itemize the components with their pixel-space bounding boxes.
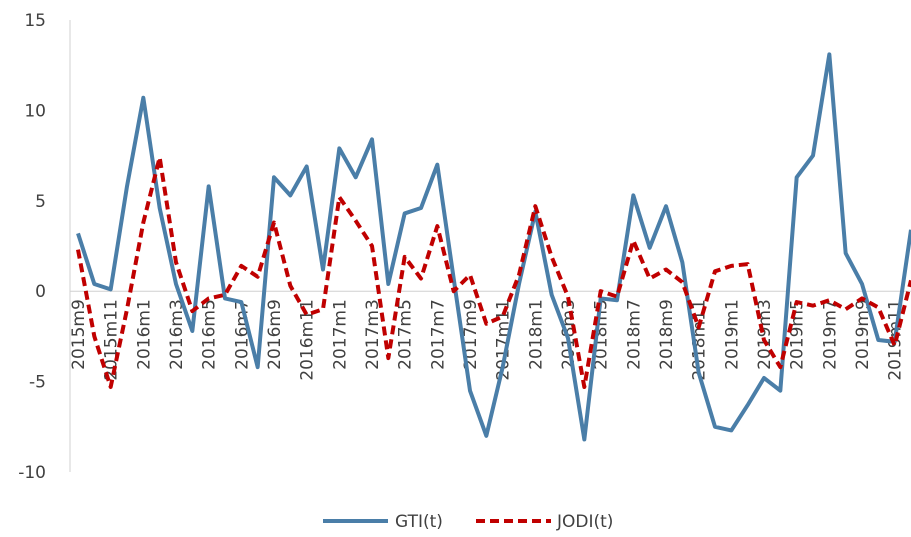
x-tick-label: 2018m9 bbox=[657, 299, 677, 370]
x-tick-label: 2019m5 bbox=[788, 299, 808, 370]
x-tick-label: 2018m7 bbox=[624, 299, 644, 370]
x-tick-label: 2016m1 bbox=[134, 299, 154, 370]
y-tick-label: 10 bbox=[24, 101, 46, 121]
x-tick-label: 2015m9 bbox=[69, 299, 89, 370]
x-tick-label: 2019m9 bbox=[853, 299, 873, 370]
x-tick-label: 2017m7 bbox=[428, 299, 448, 370]
y-tick-label: -10 bbox=[18, 463, 46, 483]
y-tick-label: -5 bbox=[29, 373, 46, 393]
x-tick-label: 2017m5 bbox=[396, 299, 416, 370]
x-tick-label: 2016m3 bbox=[167, 299, 187, 370]
y-tick-label: 5 bbox=[35, 192, 46, 212]
x-tick-label: 2017m1 bbox=[330, 299, 350, 370]
legend: GTI(t) JODI(t) bbox=[323, 512, 613, 532]
y-tick-label: 15 bbox=[24, 11, 46, 31]
x-tick-label: 2017m3 bbox=[363, 299, 383, 370]
legend-label: JODI(t) bbox=[556, 512, 613, 532]
x-tick-label: 2019m7 bbox=[820, 299, 840, 370]
x-tick-label: 2016m5 bbox=[200, 299, 220, 370]
legend-label: GTI(t) bbox=[395, 512, 443, 532]
x-tick-label: 2016m11 bbox=[298, 299, 318, 380]
y-axis: -10 -5 0 5 10 15 bbox=[18, 11, 71, 483]
x-tick-label: 2016m7 bbox=[232, 299, 252, 370]
x-tick-label: 2018m3 bbox=[559, 299, 579, 370]
x-tick-label: 2019m3 bbox=[755, 299, 775, 370]
x-tick-label: 2018m1 bbox=[526, 299, 546, 370]
series-line-gti bbox=[76, 52, 911, 442]
y-tick-label: 0 bbox=[35, 282, 46, 302]
series-layer bbox=[76, 52, 911, 442]
series-line-jodi bbox=[76, 155, 911, 390]
x-tick-label: 2019m1 bbox=[722, 299, 742, 370]
x-tick-label: 2016m9 bbox=[265, 299, 285, 370]
